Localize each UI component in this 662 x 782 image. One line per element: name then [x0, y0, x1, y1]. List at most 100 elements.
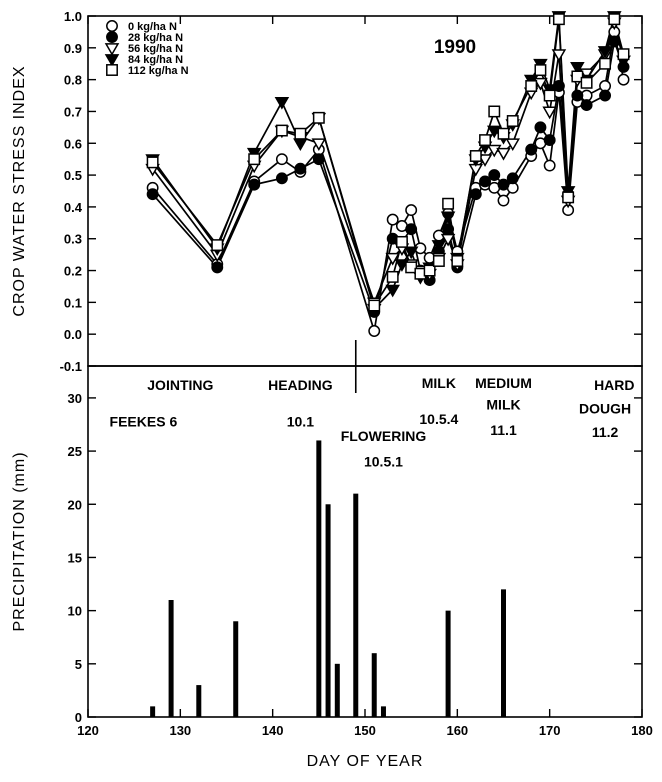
series-point-0	[386, 213, 399, 226]
series-point-0	[405, 204, 418, 217]
series-point-4	[386, 270, 399, 283]
stage-code-4: 10.5.4	[419, 411, 458, 427]
precip-bar	[150, 706, 156, 717]
cwsi-y-tick-label: 0.0	[64, 327, 82, 342]
cwsi-y-tick-label: 0.9	[64, 41, 82, 56]
series-point-4	[469, 150, 482, 162]
precip-bar	[196, 685, 202, 717]
series-point-4	[543, 89, 556, 102]
series-point-4	[451, 255, 464, 267]
stage-name-5: MEDIUM	[475, 375, 532, 391]
series-point-1	[534, 121, 547, 134]
series-point-4	[432, 255, 445, 267]
series-point-3	[385, 284, 400, 298]
legend-label-3: 84 kg/ha N	[128, 54, 183, 66]
stage-name-1: FEEKES 6	[110, 413, 178, 429]
cwsi-y-axis-title: CROP WATER STRESS INDEX	[11, 65, 28, 316]
stage-name-4: MILK	[422, 375, 456, 391]
series-point-3	[293, 138, 308, 152]
cwsi-y-tick-label: 0.2	[64, 264, 82, 279]
series-point-1	[571, 89, 584, 102]
series-point-3	[431, 240, 447, 253]
precip-bar	[501, 589, 506, 717]
series-point-2	[440, 233, 456, 247]
series-point-4	[580, 76, 593, 89]
series-point-3	[486, 125, 502, 139]
precip-bar	[371, 653, 377, 717]
precip-x-tick-label: 160	[446, 723, 468, 738]
precip-x-tick-label: 140	[262, 723, 284, 738]
stage-name-8: DOUGH	[579, 401, 631, 417]
precip-y-tick-label: 20	[68, 497, 82, 512]
cwsi-y-tick-label: 0.7	[64, 104, 82, 119]
series-point-4	[534, 64, 547, 77]
series-point-4	[312, 111, 325, 124]
series-point-1	[275, 172, 288, 185]
series-point-2	[311, 138, 327, 152]
stage-name-6: MILK	[486, 396, 520, 412]
series-point-1	[506, 172, 519, 185]
precip-x-tick-label: 130	[169, 723, 191, 738]
precip-x-tick-label: 170	[539, 723, 561, 738]
cwsi-y-tick-label: 1.0	[64, 9, 82, 24]
legend-marker-0	[106, 20, 118, 32]
series-point-2	[542, 106, 557, 120]
series-point-1	[488, 169, 501, 182]
precipitation-panel: 0 5 10 15 20 25 30 120 130 140 150 160 170 180 PRECIPI…	[11, 340, 653, 770]
legend-marker-1	[106, 31, 118, 43]
legend-label-4: 112 kg/ha N	[128, 65, 189, 77]
series-point-1	[146, 188, 159, 201]
series-point-3	[394, 259, 410, 272]
precip-y-tick-label: 5	[75, 657, 82, 672]
series-point-4	[294, 127, 307, 140]
precip-bar	[380, 706, 386, 717]
series-point-2	[551, 49, 567, 62]
series-point-4	[488, 105, 501, 118]
series-point-4	[368, 299, 381, 312]
precip-y-tick-label: 30	[68, 391, 82, 406]
legend-marker-3	[104, 54, 120, 67]
cwsi-y-tick-label: 0.8	[64, 73, 82, 88]
cwsi-y-tick-label: 0.1	[64, 295, 82, 310]
series-point-4	[211, 239, 224, 252]
series-point-4	[497, 127, 510, 140]
series-point-1	[543, 134, 556, 147]
precip-y-tick-label: 10	[68, 604, 82, 619]
series-point-1	[608, 35, 621, 48]
cwsi-panel: -0.1 0.0 0.1 0.2 0.3 0.4 0.5 0.6 0.7 0.8 0.9 1.0 CRO…	[11, 9, 643, 374]
series-point-4	[405, 261, 418, 274]
cwsi-y-tick-label: 0.3	[64, 232, 82, 247]
series-point-1	[442, 223, 455, 236]
stage-name-0: JOINTING	[147, 377, 213, 393]
series-point-4	[562, 191, 575, 204]
legend-label-0: 0 kg/ha N	[128, 21, 177, 33]
precip-bar	[168, 600, 174, 717]
series-point-3	[403, 246, 419, 260]
series-point-3	[274, 96, 290, 110]
series-point-0	[543, 159, 556, 172]
precip-x-tick-label: 120	[77, 723, 99, 738]
precip-y-tick-label: 0	[75, 710, 82, 725]
series-point-1	[405, 223, 418, 236]
cwsi-y-tick-label: -0.1	[60, 359, 82, 374]
precip-bar	[445, 610, 451, 717]
legend-label-1: 28 kg/ha N	[128, 32, 183, 44]
series-point-2	[477, 154, 493, 167]
cwsi-y-tick-label: 0.4	[64, 200, 83, 215]
series-point-1	[469, 188, 482, 201]
chart-title-year: 1990	[434, 37, 476, 58]
stage-code-3: 10.5.1	[364, 454, 403, 470]
series-point-0	[275, 153, 288, 166]
series-point-4	[552, 13, 565, 26]
stage-name-7: HARD	[594, 377, 634, 393]
precip-x-tick-label: 150	[354, 723, 376, 738]
series-point-4	[442, 197, 455, 210]
series-point-3	[597, 46, 613, 59]
series-point-2	[496, 147, 511, 161]
cwsi-y-tick-label: 0.6	[64, 136, 82, 151]
stage-code-6: 11.1	[490, 422, 517, 438]
precip-bar	[334, 663, 340, 717]
series-point-1	[248, 178, 261, 191]
precip-y-tick-label: 15	[68, 550, 82, 565]
